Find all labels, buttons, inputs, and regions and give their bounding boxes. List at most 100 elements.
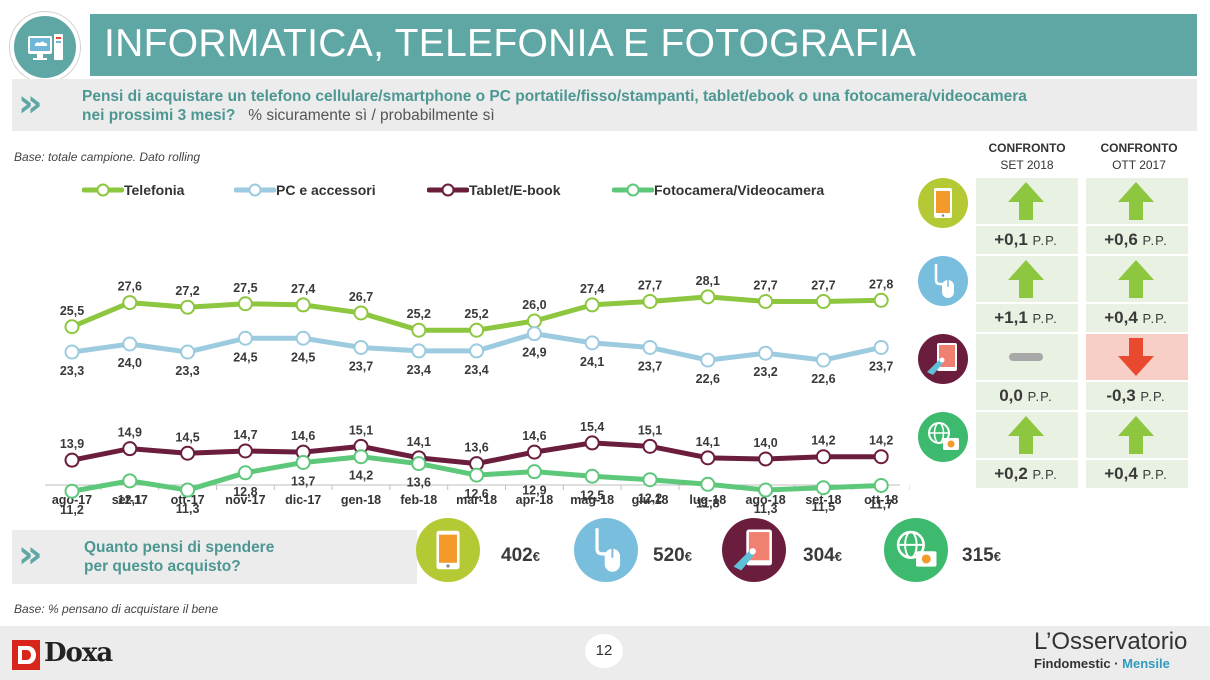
data-label: 25,2	[407, 307, 431, 321]
comparison-unit: P.P.	[1142, 467, 1168, 482]
data-label: 26,7	[349, 290, 373, 304]
arrow-up-icon	[1118, 260, 1154, 298]
data-point	[122, 473, 138, 489]
comparison-row-icon	[918, 412, 968, 462]
data-label: 14,2	[349, 469, 373, 483]
data-label: 27,7	[753, 278, 777, 292]
comparison-header-1: CONFRONTO SET 2018	[972, 140, 1082, 174]
data-label: 11,3	[754, 502, 778, 516]
data-label: 14,2	[869, 434, 893, 448]
data-label: 15,4	[580, 420, 604, 434]
comparison-unit: P.P.	[1140, 389, 1166, 404]
x-tick-label: dic-17	[285, 493, 321, 507]
spend-line2: per questo acquisto?	[84, 558, 241, 575]
data-label: 14,6	[522, 429, 546, 443]
question-main: Pensi di acquistare un telefono cellular…	[82, 88, 1027, 105]
data-point	[758, 451, 774, 467]
spend-line1: Quanto pensi di spendere	[84, 539, 275, 556]
spend-unit: €	[993, 549, 1001, 564]
data-label: 12,8	[233, 485, 257, 499]
comparison-value: +1,1 P.P.	[994, 308, 1058, 327]
data-label: 15,1	[349, 423, 373, 437]
comparison-value-cell: 0,0 P.P.	[976, 382, 1078, 410]
data-label: 23,4	[464, 363, 488, 377]
arrow-up-icon	[1118, 416, 1154, 454]
data-point	[122, 441, 138, 457]
comparison-value: +0,2 P.P.	[994, 464, 1058, 483]
question-line2: nei prossimi 3 mesi? % sicuramente sì / …	[82, 106, 1182, 125]
data-label: 13,9	[60, 437, 84, 451]
comparison-trend-cell	[976, 412, 1078, 458]
comparison-row-icon	[918, 178, 968, 228]
x-tick-label: nov-17	[225, 493, 265, 507]
data-point	[411, 322, 427, 338]
data-point	[411, 343, 427, 359]
comparison-value: +0,4 P.P.	[1104, 308, 1168, 327]
data-point	[180, 445, 196, 461]
data-point	[584, 335, 600, 351]
data-point	[526, 464, 542, 480]
comparison-row-icon	[918, 334, 968, 384]
data-point	[584, 468, 600, 484]
data-label: 11,7	[869, 497, 893, 511]
spend-question-text: Quanto pensi di spendere per questo acqu…	[84, 538, 274, 576]
x-tick-label: feb-18	[400, 493, 437, 507]
data-point	[642, 339, 658, 355]
data-point	[64, 483, 80, 499]
data-label: 23,3	[60, 364, 84, 378]
arrow-up-icon	[1118, 182, 1154, 220]
data-point	[873, 477, 889, 493]
x-tick-label: ago-18	[745, 493, 785, 507]
comparison-trend-cell	[976, 334, 1078, 380]
arrow-down-icon	[1118, 338, 1154, 376]
x-tick-label: set-18	[805, 493, 841, 507]
smartphone-icon	[436, 530, 460, 570]
data-point	[180, 299, 196, 315]
data-label: 24,5	[233, 350, 257, 364]
spend-unit: €	[834, 549, 842, 564]
data-label: 13,6	[407, 476, 431, 490]
comparison-value-cell: +0,4 P.P.	[1086, 304, 1188, 332]
tablet-hand-icon	[927, 343, 957, 375]
data-point	[526, 326, 542, 342]
data-label: 12,9	[522, 484, 546, 498]
data-label: 24,5	[291, 350, 315, 364]
data-point	[584, 297, 600, 313]
legend-marker-icon	[612, 183, 654, 197]
doxa-mark-icon	[12, 640, 40, 670]
footer: Doxa 12 L’Osservatorio Findomestic · Men…	[0, 626, 1210, 680]
findomestic-text: Findomestic	[1034, 656, 1111, 671]
question-sub: % sicuramente sì / probabilmente sì	[248, 107, 495, 124]
data-point	[469, 322, 485, 338]
legend-label: Fotocamera/Videocamera	[654, 182, 825, 198]
comparison-value-cell: +0,6 P.P.	[1086, 226, 1188, 254]
data-label: 11,2	[60, 503, 84, 517]
data-point	[180, 344, 196, 360]
spend-value: 304€	[803, 545, 842, 566]
page-number: 12	[585, 634, 623, 668]
data-point	[64, 344, 80, 360]
question-bar: » Pensi di acquistare un telefono cellul…	[12, 79, 1197, 131]
x-tick-label: gen-18	[341, 493, 381, 507]
osservatorio-logo-title: L’Osservatorio	[1034, 628, 1188, 655]
data-point	[873, 339, 889, 355]
comparison-row-icon	[918, 256, 968, 306]
comparison-unit: P.P.	[1032, 311, 1058, 326]
x-tick-label: mag-18	[570, 493, 614, 507]
title-icon-circle	[10, 12, 80, 82]
comparison-header-2: CONFRONTO OTT 2017	[1084, 140, 1194, 174]
data-label: 24,9	[522, 346, 546, 360]
data-point	[353, 339, 369, 355]
data-label: 25,5	[60, 304, 84, 318]
legend-label: PC e accessori	[276, 182, 376, 198]
data-label: 23,7	[349, 359, 373, 373]
arrow-up-icon	[1008, 260, 1044, 298]
comparison-header-1-period: SET 2018	[1000, 158, 1054, 172]
data-label: 25,2	[464, 307, 488, 321]
comparison-trend-cell	[1086, 178, 1188, 224]
data-label: 23,4	[407, 363, 431, 377]
x-tick-label: set-17	[112, 493, 148, 507]
data-point	[700, 289, 716, 305]
data-label: 12,5	[580, 488, 604, 502]
data-point	[815, 352, 831, 368]
